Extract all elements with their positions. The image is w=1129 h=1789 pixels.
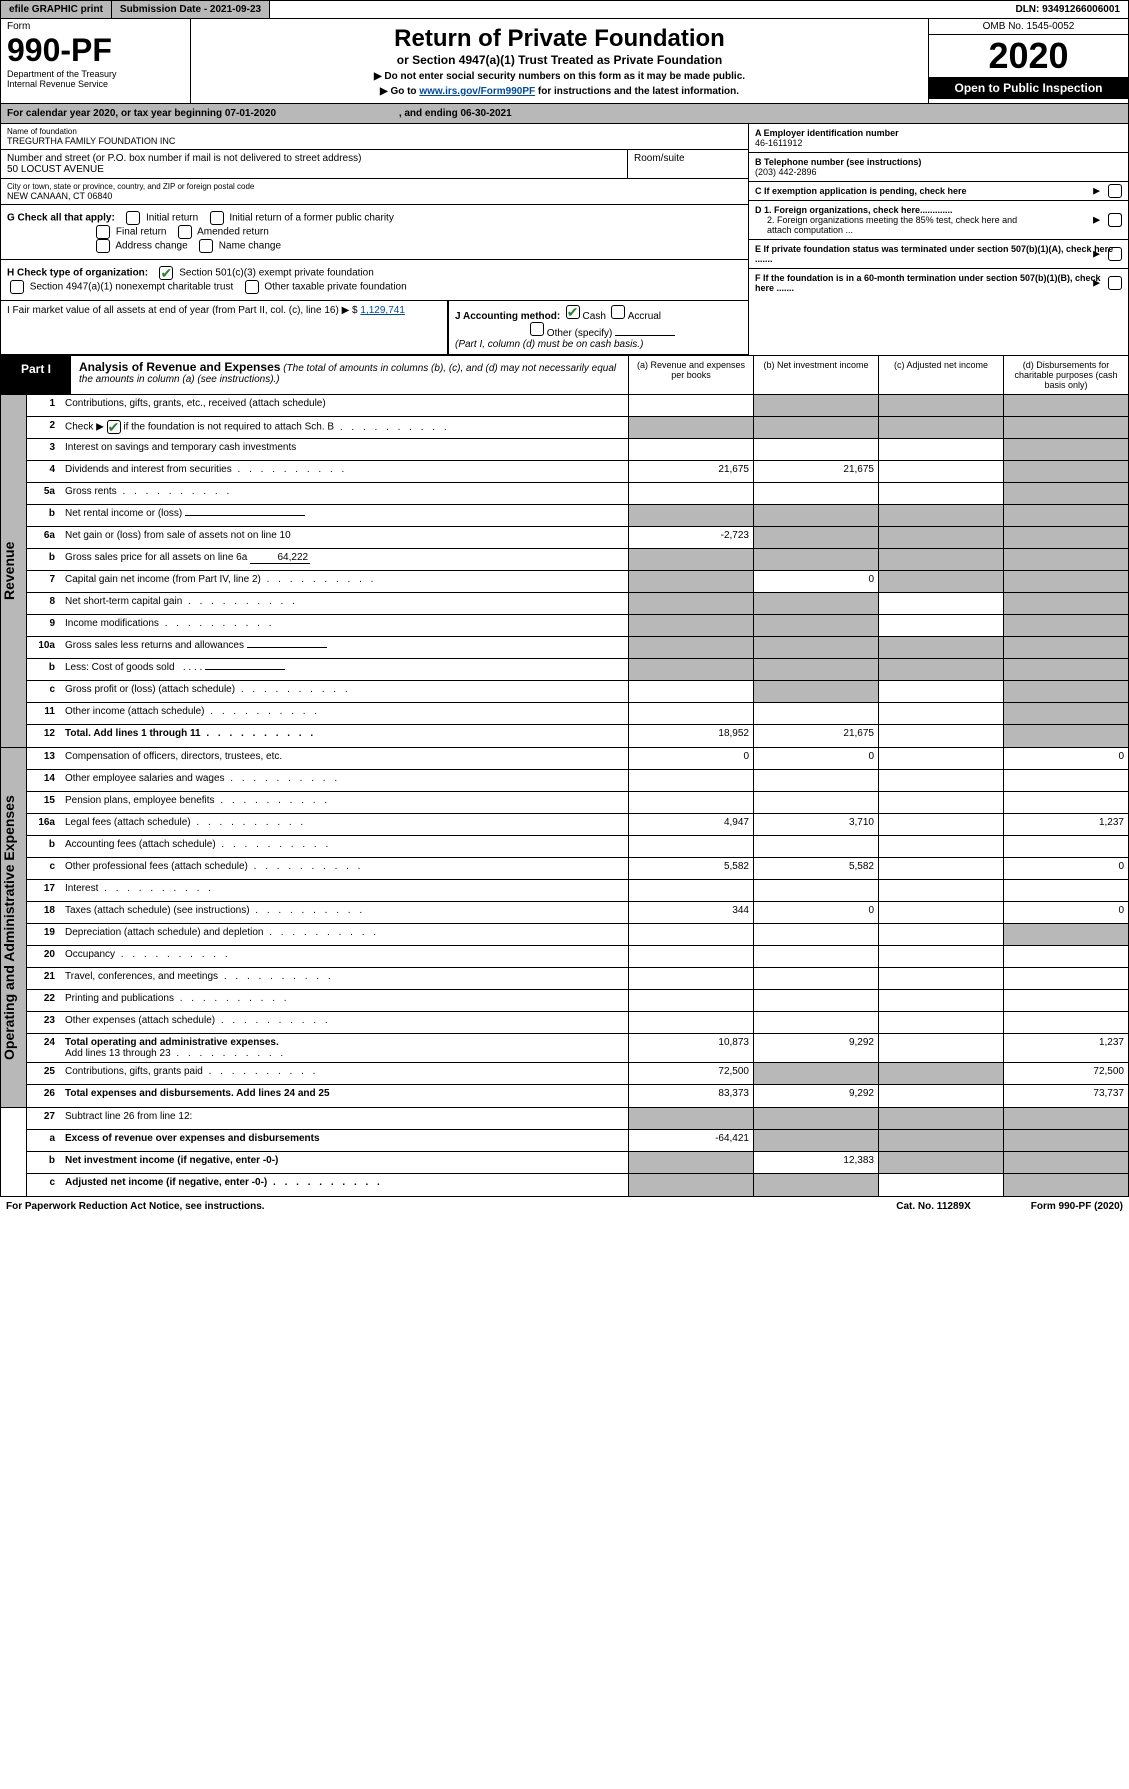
checkbox-amended[interactable]: [178, 225, 192, 239]
ein-label: A Employer identification number: [755, 128, 899, 138]
room-label: Room/suite: [634, 153, 742, 164]
arrow-icon: ▶: [1093, 186, 1100, 197]
instr-2: ▶ Go to www.irs.gov/Form990PF for instru…: [197, 86, 922, 97]
revenue-section: Revenue 1Contributions, gifts, grants, e…: [0, 395, 1129, 748]
section-h: H Check type of organization: Section 50…: [1, 260, 748, 301]
part-tab: Part I: [1, 356, 71, 394]
tax-year: 2020: [929, 35, 1128, 77]
fmv-link[interactable]: 1,129,741: [360, 305, 405, 316]
arrow-icon: ▶: [1093, 215, 1100, 226]
instructions-link[interactable]: www.irs.gov/Form990PF: [419, 86, 535, 97]
dept-label: Department of the Treasury: [7, 69, 184, 79]
checkbox-name-change[interactable]: [199, 239, 213, 253]
city-state-zip: NEW CANAAN, CT 06840: [7, 191, 742, 201]
page-footer: For Paperwork Reduction Act Notice, see …: [0, 1197, 1129, 1216]
form-label: Form: [7, 21, 184, 32]
ein-value: 46-1611912: [755, 138, 802, 148]
calendar-year-row: For calendar year 2020, or tax year begi…: [0, 104, 1129, 124]
part-1-header: Part I Analysis of Revenue and Expenses …: [0, 356, 1129, 395]
section-i: I Fair market value of all assets at end…: [1, 301, 448, 354]
col-a-header: (a) Revenue and expenses per books: [628, 356, 753, 394]
checkbox-initial-public[interactable]: [210, 211, 224, 225]
checkbox-address-change[interactable]: [96, 239, 110, 253]
d1-label: D 1. Foreign organizations, check here..…: [755, 205, 953, 215]
dln: DLN: 93491266006001: [1007, 1, 1128, 18]
checkbox-d2[interactable]: [1108, 213, 1122, 227]
checkbox-accrual[interactable]: [611, 305, 625, 319]
form-number: 990-PF: [7, 32, 184, 69]
irs-label: Internal Revenue Service: [7, 79, 184, 89]
efile-label: efile GRAPHIC print: [1, 1, 112, 18]
name-label: Name of foundation: [7, 127, 742, 136]
checkbox-initial-return[interactable]: [126, 211, 140, 225]
part-title: Analysis of Revenue and Expenses: [79, 360, 280, 374]
checkbox-4947[interactable]: [10, 280, 24, 294]
checkbox-other-acct[interactable]: [530, 322, 544, 336]
c-label: C If exemption application is pending, c…: [755, 186, 967, 196]
checkbox-cash[interactable]: ✔: [566, 305, 580, 319]
arrow-icon: ▶: [1093, 278, 1100, 289]
tel-value: (203) 442-2896: [755, 167, 817, 177]
form-header: Form 990-PF Department of the Treasury I…: [0, 19, 1129, 104]
footer-right: Form 990-PF (2020): [1031, 1201, 1123, 1212]
checkbox-f[interactable]: [1108, 276, 1122, 290]
checkbox-sch-b[interactable]: [107, 420, 121, 434]
checkbox-501c3[interactable]: [159, 266, 173, 280]
expenses-label: Operating and Administrative Expenses: [1, 748, 27, 1107]
f-label: F If the foundation is in a 60-month ter…: [755, 273, 1101, 293]
col-d-header: (d) Disbursements for charitable purpose…: [1003, 356, 1128, 394]
col-b-header: (b) Net investment income: [753, 356, 878, 394]
arrow-icon: ▶: [1093, 249, 1100, 260]
footer-left: For Paperwork Reduction Act Notice, see …: [6, 1201, 265, 1212]
submission-date: Submission Date - 2021-09-23: [112, 1, 270, 18]
expenses-section: Operating and Administrative Expenses 13…: [0, 748, 1129, 1108]
checkbox-e[interactable]: [1108, 247, 1122, 261]
e-label: E If private foundation status was termi…: [755, 244, 1113, 264]
addr-label: Number and street (or P.O. box number if…: [7, 153, 621, 164]
form-subtitle: or Section 4947(a)(1) Trust Treated as P…: [197, 53, 922, 67]
d2-label: 2. Foreign organizations meeting the 85%…: [755, 215, 1035, 235]
foundation-name: TREGURTHA FAMILY FOUNDATION INC: [7, 136, 742, 146]
instr-1: ▶ Do not enter social security numbers o…: [197, 71, 922, 82]
top-bar: efile GRAPHIC print Submission Date - 20…: [0, 0, 1129, 19]
form-title: Return of Private Foundation: [197, 25, 922, 53]
omb-number: OMB No. 1545-0052: [929, 19, 1128, 35]
section-j: J Accounting method: ✔ Cash Accrual Othe…: [448, 301, 748, 354]
col-c-header: (c) Adjusted net income: [878, 356, 1003, 394]
summary-section: 27Subtract line 26 from line 12: aExcess…: [0, 1108, 1129, 1197]
checkbox-other-taxable[interactable]: [245, 280, 259, 294]
street-address: 50 LOCUST AVENUE: [7, 164, 621, 175]
city-label: City or town, state or province, country…: [7, 182, 742, 191]
checkbox-c[interactable]: [1108, 184, 1122, 198]
section-g: G Check all that apply: Initial return I…: [1, 205, 748, 260]
footer-mid: Cat. No. 11289X: [896, 1201, 970, 1212]
open-inspection: Open to Public Inspection: [929, 77, 1128, 99]
checkbox-final-return[interactable]: [96, 225, 110, 239]
tel-label: B Telephone number (see instructions): [755, 157, 921, 167]
revenue-label: Revenue: [1, 395, 27, 747]
info-block: Name of foundation TREGURTHA FAMILY FOUN…: [0, 124, 1129, 356]
